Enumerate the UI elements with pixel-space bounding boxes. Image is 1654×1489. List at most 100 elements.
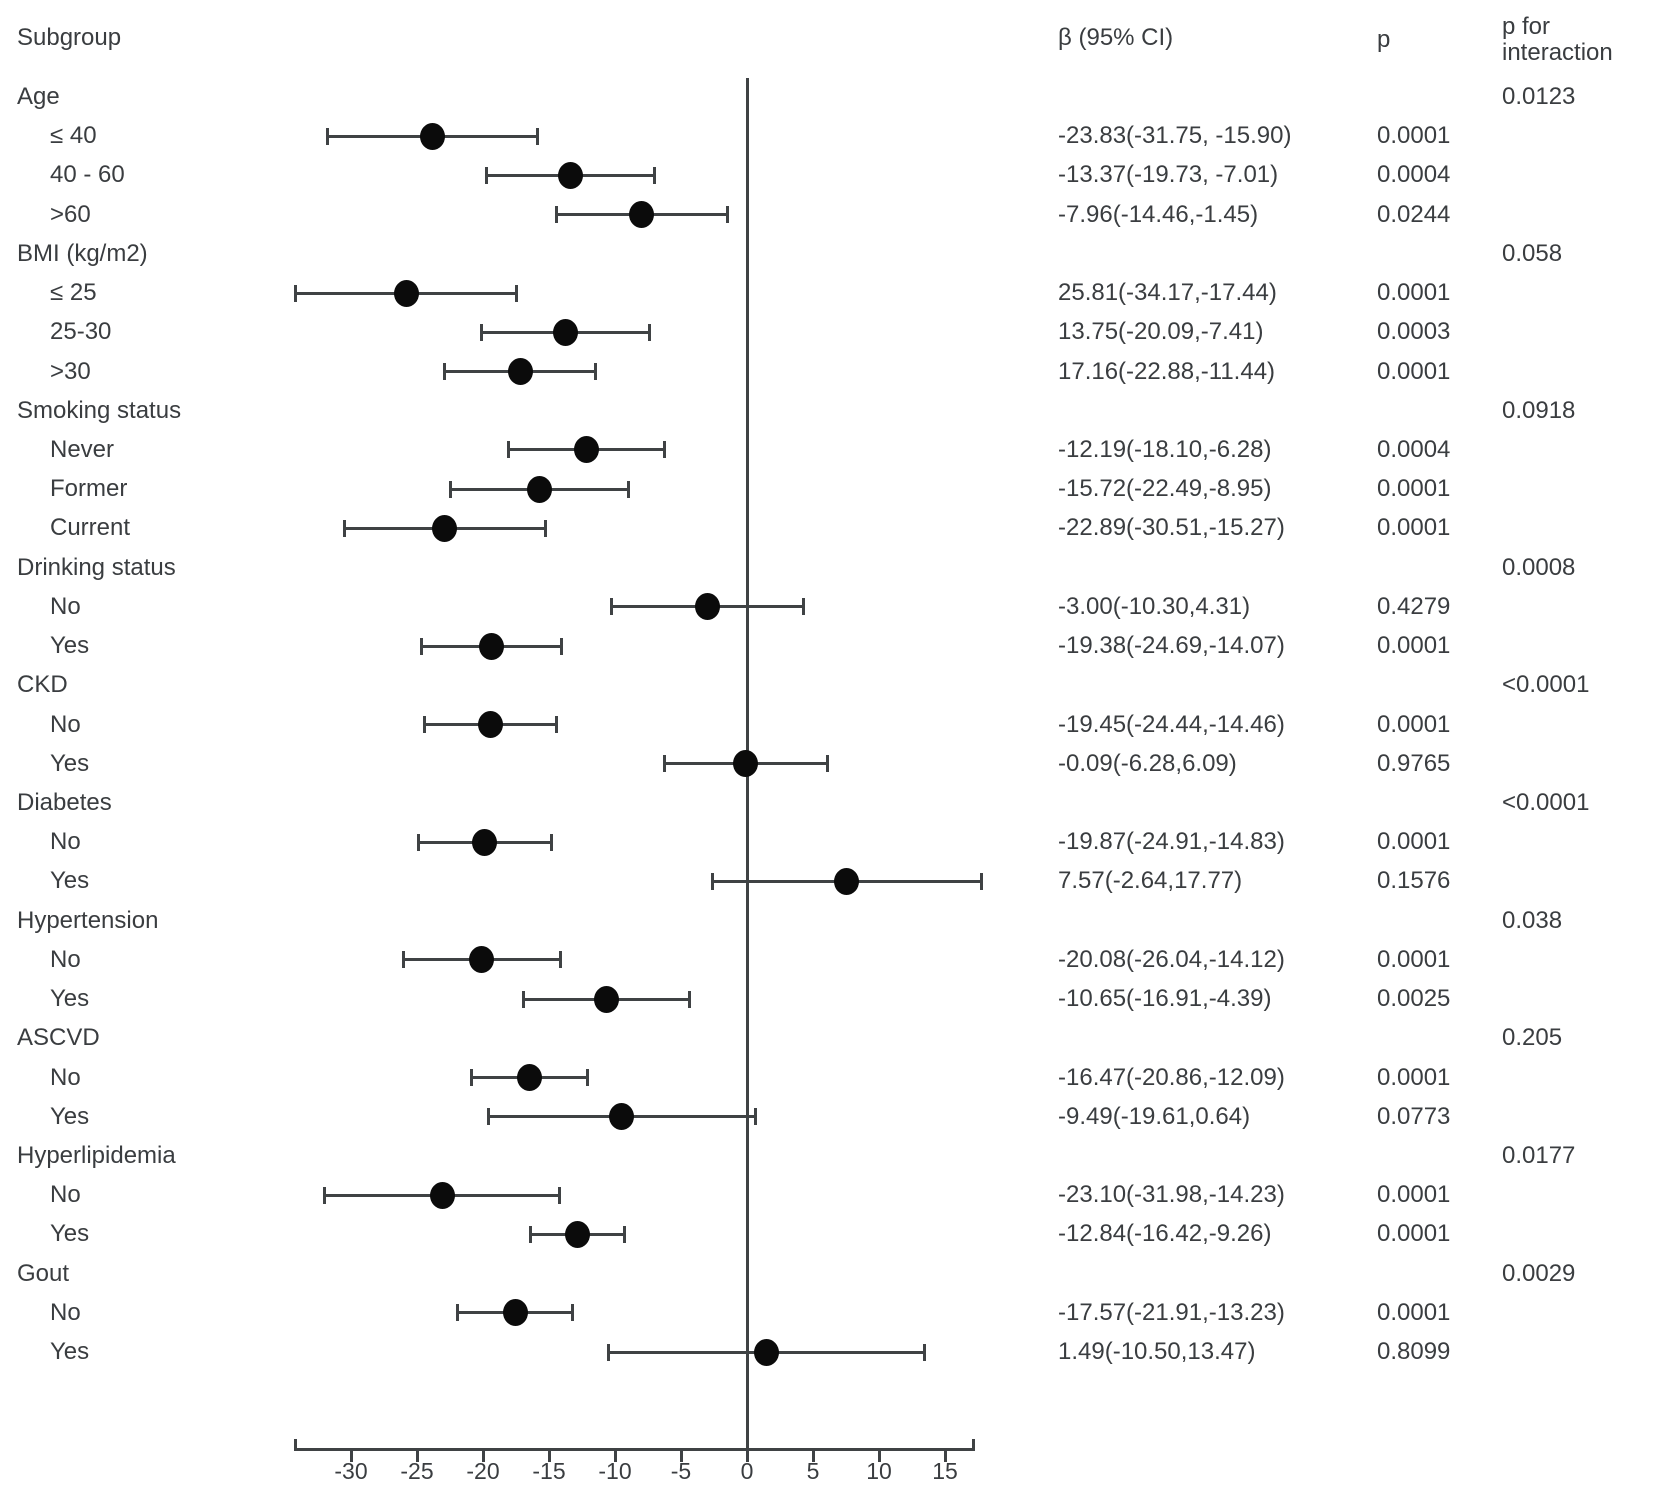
ci-cap-left [416, 833, 420, 851]
ci-cap-left [480, 323, 484, 341]
x-axis-tick [613, 1451, 617, 1462]
subgroup-item-label: ≤ 25 [50, 279, 97, 307]
ci-cap-right [652, 166, 656, 184]
ci-cap-left [554, 206, 558, 224]
beta-ci-value: -0.09(-6.28,6.09) [1058, 749, 1237, 777]
x-axis-tick-label: -10 [598, 1458, 632, 1484]
ci-cap-left [323, 1186, 327, 1204]
beta-ci-value: -16.47(-20.86,-12.09) [1058, 1063, 1285, 1091]
p-interaction-value: 0.0029 [1502, 1259, 1576, 1287]
beta-ci-value: -20.08(-26.04,-14.12) [1058, 945, 1285, 973]
subgroup-item-label: Yes [50, 985, 90, 1013]
p-value: 0.9765 [1377, 749, 1451, 777]
beta-ci-value: -22.89(-30.51,-15.27) [1058, 514, 1285, 542]
beta-ci-value: -23.10(-31.98,-14.23) [1058, 1181, 1285, 1209]
x-axis-end-tick-right [972, 1439, 976, 1451]
p-value: 0.0244 [1377, 200, 1451, 228]
point-marker [472, 828, 498, 856]
p-interaction-value: 0.205 [1502, 1024, 1563, 1052]
ci-cap-right [662, 441, 666, 459]
ci-cap-right [554, 716, 558, 734]
point-marker [502, 1299, 528, 1327]
ci-cap-left [506, 441, 510, 459]
point-marker [629, 201, 655, 229]
point-marker [754, 1338, 780, 1366]
p-interaction-header-line1: p for [1502, 13, 1551, 40]
x-axis-tick [415, 1451, 419, 1462]
p-interaction-value: 0.038 [1502, 906, 1563, 934]
subgroup-item-label: No [50, 1063, 81, 1091]
point-marker [477, 711, 503, 739]
p-value: 0.0001 [1377, 1298, 1451, 1326]
subgroup-item-label: Yes [50, 1338, 90, 1366]
ci-cap-right [543, 519, 547, 537]
p-value: 0.0001 [1377, 828, 1451, 856]
p-value: 0.0001 [1377, 710, 1451, 738]
ci-cap-left [470, 1069, 474, 1086]
column-header-p: p [1377, 26, 1391, 53]
subgroup-item-label: Never [50, 435, 115, 463]
x-axis-tick-label: -20 [466, 1458, 500, 1484]
ci-cap-right [585, 1069, 589, 1086]
subgroup-item-label: No [50, 1298, 81, 1326]
x-axis-tick-label: -15 [532, 1458, 566, 1484]
p-value: 0.0004 [1377, 435, 1451, 463]
subgroup-header-label: Drinking status [17, 553, 176, 581]
ci-cap-left [401, 951, 405, 969]
subgroup-item-label: No [50, 945, 81, 973]
p-value: 0.0004 [1377, 161, 1451, 189]
ci-cap-right [726, 206, 730, 224]
x-axis-line [294, 1448, 976, 1451]
beta-ci-value: -19.38(-24.69,-14.07) [1058, 632, 1285, 660]
ci-cap-right [623, 1225, 627, 1243]
ci-cap-right [802, 598, 806, 616]
subgroup-item-label: No [50, 592, 81, 620]
p-value: 0.0001 [1377, 1220, 1451, 1248]
column-header-beta-ci: β (95% CI) [1058, 24, 1174, 51]
beta-ci-value: -17.57(-21.91,-13.23) [1058, 1298, 1285, 1326]
ci-cap-right [687, 990, 691, 1008]
subgroup-item-label: Yes [50, 749, 90, 777]
ci-cap-left [422, 716, 426, 734]
beta-ci-value: -15.72(-22.49,-8.95) [1058, 475, 1272, 503]
subgroup-header-label: BMI (kg/m2) [17, 239, 148, 267]
p-interaction-header-line2: interaction [1502, 39, 1613, 66]
point-marker [432, 514, 458, 542]
ci-cap-left [662, 755, 666, 773]
ci-cap-left [528, 1225, 532, 1243]
subgroup-header-label: ASCVD [17, 1024, 100, 1052]
subgroup-header-label: Smoking status [17, 396, 182, 424]
point-marker [393, 279, 419, 307]
ci-cap-right [753, 1108, 757, 1126]
p-interaction-value: 0.0177 [1502, 1141, 1576, 1169]
point-marker [834, 867, 860, 895]
ci-cap-right [559, 637, 563, 655]
p-interaction-value: 0.0918 [1502, 396, 1576, 424]
ci-cap-right [559, 951, 563, 969]
ci-cap-right [627, 480, 631, 498]
ci-cap-left [419, 637, 423, 655]
subgroup-item-label: Yes [50, 867, 90, 895]
beta-ci-value: 25.81(-34.17,-17.44) [1058, 279, 1277, 307]
subgroup-header-label: Age [17, 83, 60, 110]
ci-cap-right [549, 833, 553, 851]
point-marker [565, 1220, 590, 1248]
p-value: 0.0001 [1377, 357, 1451, 385]
x-axis-tick-label: 15 [932, 1458, 958, 1484]
p-value: 0.0001 [1377, 632, 1451, 660]
p-value: 0.1576 [1377, 867, 1451, 895]
point-marker [553, 318, 578, 346]
ci-cap-left [485, 166, 489, 184]
beta-ci-value: -3.00(-10.30,4.31) [1058, 592, 1251, 620]
subgroup-item-label: >60 [50, 200, 91, 228]
subgroup-header-label: Hyperlipidemia [17, 1141, 176, 1169]
p-interaction-value: <0.0001 [1502, 671, 1590, 699]
subgroup-header-label: Hypertension [17, 906, 159, 934]
subgroup-item-label: Yes [50, 632, 90, 660]
column-header-p-interaction: p for interaction [1502, 14, 1613, 66]
ci-cap-left [443, 363, 447, 381]
p-value: 0.0001 [1377, 1063, 1451, 1091]
p-interaction-value: <0.0001 [1502, 788, 1590, 816]
ci-cap-right [570, 1304, 574, 1322]
p-value: 0.8099 [1377, 1338, 1451, 1366]
